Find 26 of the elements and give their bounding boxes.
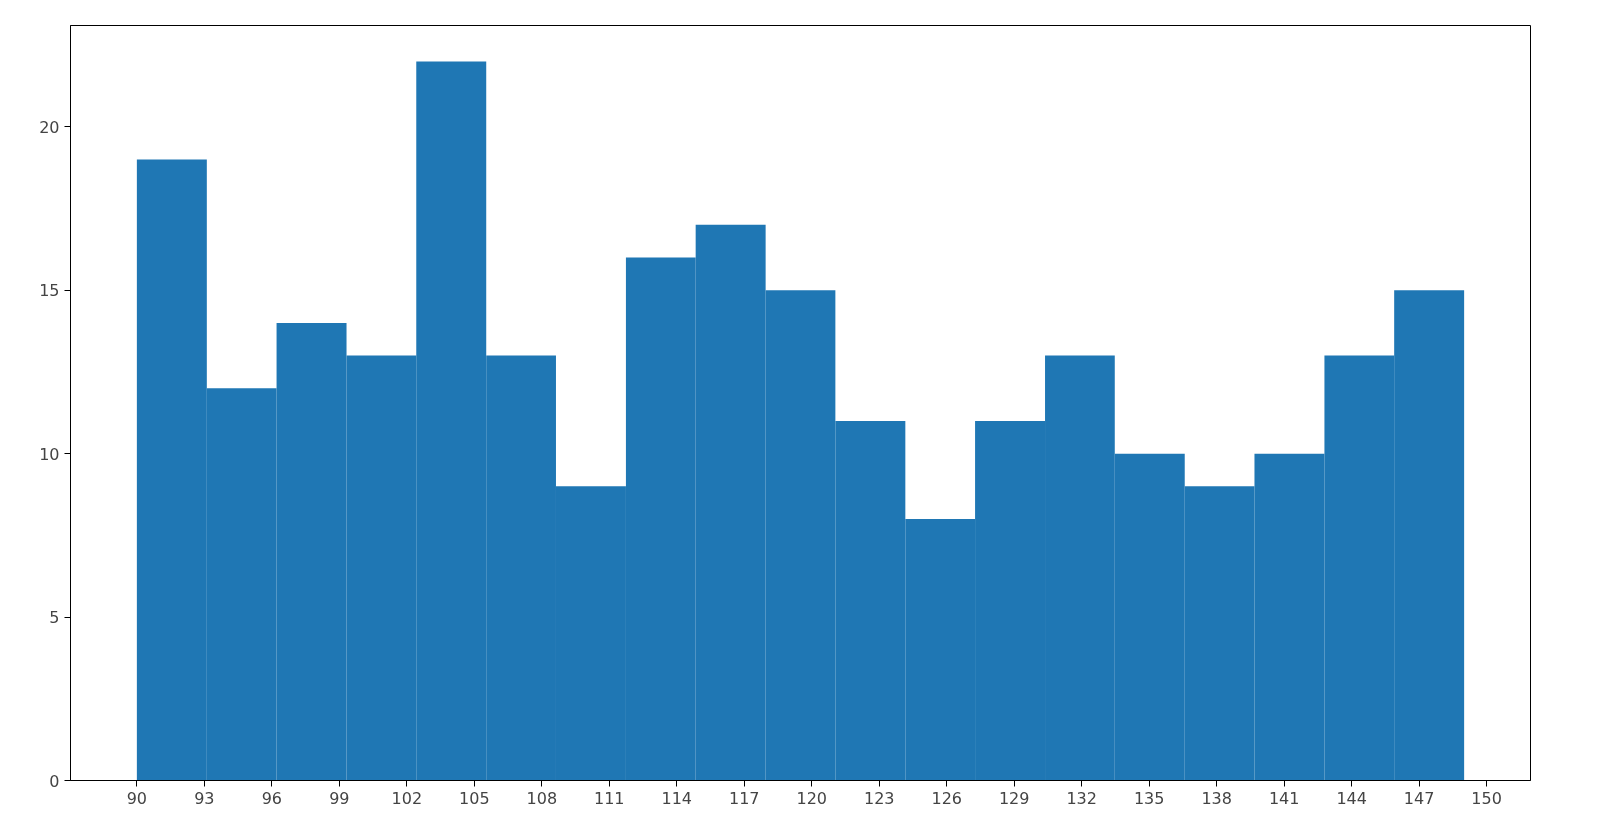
x-tick-label: 123 bbox=[863, 788, 895, 808]
x-tick-label: 129 bbox=[998, 788, 1030, 808]
y-tick-label: 20 bbox=[39, 117, 60, 137]
x-tick-label: 135 bbox=[1133, 788, 1165, 808]
x-tick-label: 111 bbox=[594, 788, 625, 808]
x-tick-label: 96 bbox=[261, 788, 283, 808]
x-tick-label: 150 bbox=[1471, 788, 1502, 808]
y-tick-label: 10 bbox=[39, 444, 60, 464]
x-tick-label: 108 bbox=[526, 788, 558, 808]
x-tick-label: 99 bbox=[329, 788, 350, 808]
x-tick-label: 141 bbox=[1268, 788, 1300, 808]
x-tick-label: 117 bbox=[728, 788, 760, 808]
y-tick-label: 5 bbox=[49, 608, 60, 628]
x-tick-label: 120 bbox=[796, 788, 828, 808]
y-tick-label: 15 bbox=[39, 281, 60, 301]
x-tick-label: 102 bbox=[391, 788, 423, 808]
x-tick-label: 147 bbox=[1403, 788, 1435, 808]
x-tick-label: 126 bbox=[931, 788, 962, 808]
x-tick-label: 105 bbox=[459, 788, 490, 808]
y-tick-label: 0 bbox=[49, 771, 60, 791]
x-tick-label: 114 bbox=[661, 788, 693, 808]
x-tick-label: 90 bbox=[126, 788, 148, 808]
x-tick-label: 93 bbox=[194, 788, 215, 808]
x-tick-label: 138 bbox=[1201, 788, 1232, 808]
x-tick-label: 144 bbox=[1336, 788, 1367, 808]
x-tick-label: 132 bbox=[1066, 788, 1097, 808]
